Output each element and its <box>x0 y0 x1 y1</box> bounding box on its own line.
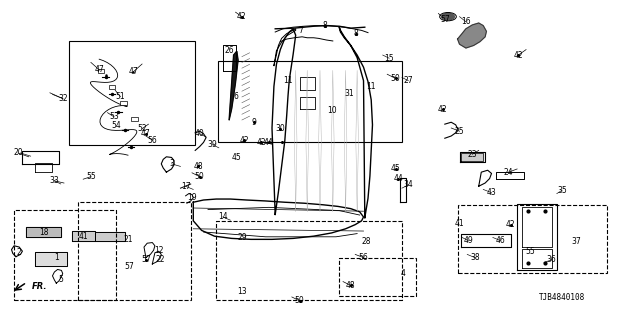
Text: 40: 40 <box>195 129 205 138</box>
Polygon shape <box>461 153 483 161</box>
Text: 19: 19 <box>187 193 197 202</box>
Text: 24: 24 <box>504 168 514 177</box>
Text: 45: 45 <box>390 164 401 173</box>
Text: 25: 25 <box>454 127 465 136</box>
Text: 53: 53 <box>109 112 119 121</box>
Text: 4: 4 <box>401 269 406 278</box>
Text: 8: 8 <box>323 21 328 30</box>
Text: 42: 42 <box>506 220 516 229</box>
Polygon shape <box>95 232 125 241</box>
Text: 48: 48 <box>193 162 204 171</box>
Text: 41: 41 <box>78 232 88 241</box>
Text: FR.: FR. <box>32 282 47 291</box>
Text: 43: 43 <box>486 188 497 197</box>
Text: 21: 21 <box>124 235 132 244</box>
Text: 56: 56 <box>358 253 369 262</box>
Text: 15: 15 <box>384 54 394 63</box>
Text: 42: 42 <box>256 138 266 147</box>
Text: 52: 52 <box>137 124 147 133</box>
Text: 44: 44 <box>393 174 403 183</box>
Text: 57: 57 <box>141 255 151 264</box>
Text: 32: 32 <box>58 94 68 103</box>
Text: 49: 49 <box>463 236 474 245</box>
Text: 8: 8 <box>353 29 358 38</box>
Circle shape <box>442 13 454 20</box>
Text: 57: 57 <box>440 15 450 24</box>
Text: 41: 41 <box>454 219 465 228</box>
Text: 26: 26 <box>224 46 234 55</box>
Text: 50: 50 <box>294 296 305 305</box>
Text: 38: 38 <box>470 253 480 262</box>
Text: 54: 54 <box>111 121 122 130</box>
Bar <box>69 41 195 145</box>
Polygon shape <box>229 51 238 120</box>
Text: 11: 11 <box>367 82 376 91</box>
Text: 31: 31 <box>344 89 354 98</box>
Polygon shape <box>458 23 486 48</box>
Text: 17: 17 <box>180 182 191 191</box>
Text: 42: 42 <box>438 105 448 114</box>
Text: 33: 33 <box>49 176 60 185</box>
Text: 23: 23 <box>467 150 477 159</box>
Polygon shape <box>35 252 67 266</box>
Text: 12: 12 <box>154 246 163 255</box>
Text: 1: 1 <box>54 253 59 262</box>
Text: 6: 6 <box>233 92 238 101</box>
Text: 36: 36 <box>547 255 557 264</box>
Text: 37: 37 <box>571 237 581 246</box>
Text: 3: 3 <box>169 159 174 168</box>
Text: 20: 20 <box>13 148 23 157</box>
Text: 47: 47 <box>94 65 104 74</box>
Text: 39: 39 <box>207 140 218 149</box>
Text: 50: 50 <box>390 74 401 83</box>
Text: 7: 7 <box>298 26 303 35</box>
Text: 13: 13 <box>237 287 247 296</box>
Text: 50: 50 <box>195 172 205 181</box>
Text: 42: 42 <box>237 12 247 21</box>
Bar <box>109 85 115 89</box>
Bar <box>120 101 127 105</box>
Bar <box>78 202 191 300</box>
Text: TJB4840108: TJB4840108 <box>540 293 586 302</box>
Text: 22: 22 <box>156 255 164 264</box>
Bar <box>98 69 104 73</box>
Bar <box>339 258 416 296</box>
Bar <box>458 205 607 273</box>
Text: 9: 9 <box>252 118 257 127</box>
Text: 28: 28 <box>362 237 371 246</box>
Text: 46: 46 <box>495 236 506 245</box>
Text: 56: 56 <box>147 136 157 145</box>
Text: 51: 51 <box>115 92 125 101</box>
Text: 35: 35 <box>557 186 567 195</box>
Text: 48: 48 <box>346 281 356 290</box>
Text: 45: 45 <box>232 153 242 162</box>
Text: 44: 44 <box>264 138 274 147</box>
Text: 42: 42 <box>239 136 250 145</box>
Text: 18: 18 <box>39 228 48 237</box>
Text: 42: 42 <box>513 51 524 60</box>
Text: 55: 55 <box>525 247 535 256</box>
Polygon shape <box>26 227 61 237</box>
Bar <box>14 210 116 300</box>
Text: 11: 11 <box>284 76 292 85</box>
Text: 57: 57 <box>124 262 134 271</box>
Text: 2: 2 <box>17 248 22 257</box>
Bar <box>131 117 138 121</box>
Text: 55: 55 <box>86 172 96 181</box>
Text: 27: 27 <box>403 76 413 85</box>
Text: 5: 5 <box>58 275 63 284</box>
Text: 30: 30 <box>275 124 285 133</box>
Text: 14: 14 <box>218 212 228 221</box>
Text: 34: 34 <box>403 180 413 189</box>
Text: 16: 16 <box>461 17 471 26</box>
Text: 47: 47 <box>141 129 151 138</box>
Bar <box>218 61 402 142</box>
Text: 10: 10 <box>326 106 337 115</box>
Polygon shape <box>72 231 95 241</box>
Bar <box>216 221 402 300</box>
Text: 47: 47 <box>128 68 138 76</box>
Text: 29: 29 <box>237 233 247 242</box>
